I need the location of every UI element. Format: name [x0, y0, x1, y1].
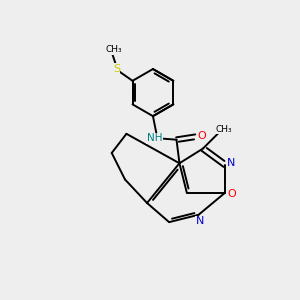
Text: N: N: [196, 216, 204, 226]
Text: NH: NH: [147, 133, 162, 143]
Text: CH₃: CH₃: [215, 125, 232, 134]
Text: S: S: [113, 64, 120, 74]
Text: O: O: [197, 131, 206, 141]
Text: CH₃: CH₃: [105, 45, 122, 54]
Text: O: O: [227, 189, 236, 199]
Text: N: N: [227, 158, 236, 168]
